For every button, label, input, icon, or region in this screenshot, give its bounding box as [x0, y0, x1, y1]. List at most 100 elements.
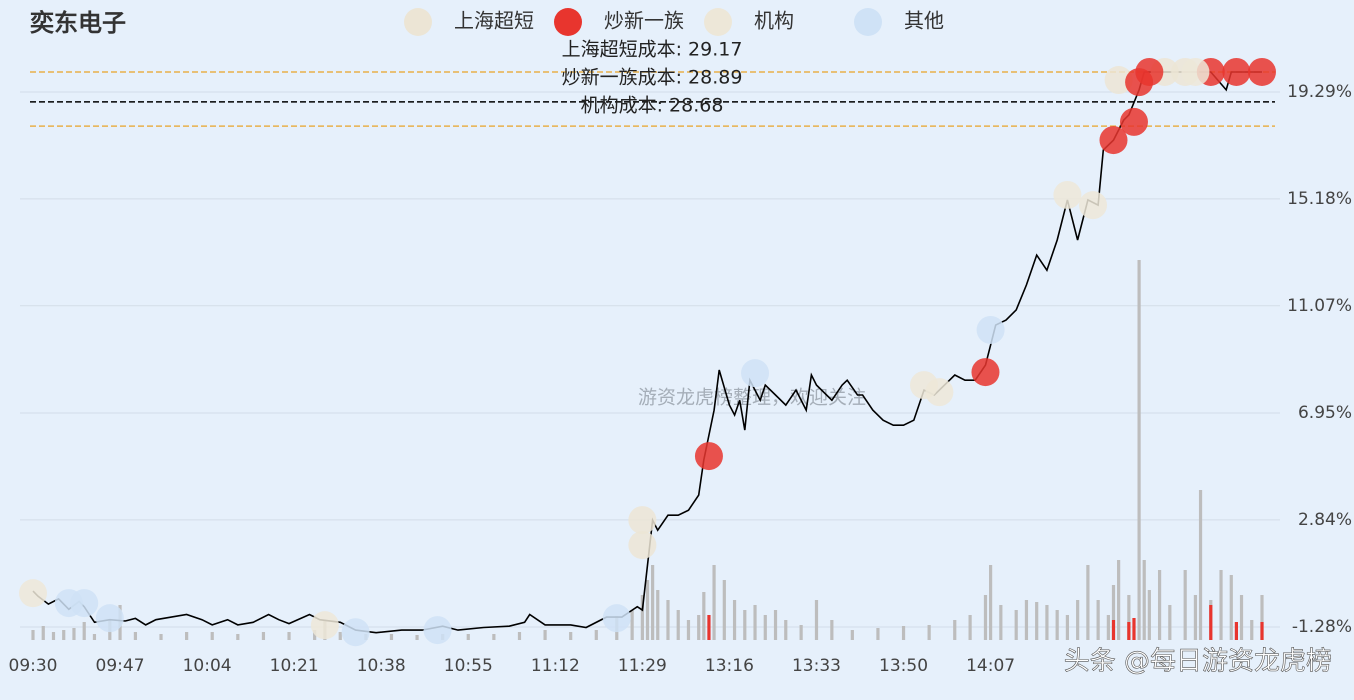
volume-bar [1147, 590, 1151, 640]
x-tick-label: 13:50 [879, 656, 928, 676]
volume-bar [543, 630, 547, 640]
y-tick-label: 2.84% [1298, 510, 1352, 530]
x-tick-label: 10:55 [444, 656, 493, 676]
volume-bar [517, 632, 522, 640]
volume-bar [1260, 622, 1264, 640]
volume-bar [261, 632, 266, 640]
volume-bar [753, 605, 757, 640]
trade-dot [1099, 126, 1128, 155]
trade-dot [1248, 57, 1276, 86]
x-tick-label: 13:33 [792, 656, 841, 676]
volume-bar [1142, 560, 1146, 640]
volume-bar [968, 615, 972, 640]
volume-bar [236, 634, 240, 640]
volume-bar [1045, 605, 1049, 640]
x-tick-label: 13:16 [705, 656, 754, 676]
volume-bar [1193, 595, 1198, 640]
trade-dot [971, 358, 1000, 387]
x-tick-label: 14:07 [966, 656, 1015, 676]
legend-swatch [854, 8, 882, 36]
volume-bar [1111, 620, 1116, 640]
volume-bar [850, 630, 854, 640]
volume-bar [1137, 260, 1141, 640]
volume-bar [763, 615, 767, 640]
volume-bar [1157, 570, 1162, 640]
volume-bar [656, 590, 660, 640]
volume-bar [722, 580, 726, 640]
volume-bar [712, 565, 716, 640]
volume-bar [1024, 600, 1029, 640]
volume-bar [1168, 605, 1172, 640]
trade-dot [1135, 57, 1164, 86]
volume-bar [1086, 565, 1090, 640]
volume-bar [830, 620, 834, 640]
volume-bar [92, 634, 97, 640]
volume-bar [630, 610, 634, 640]
cost-label: 炒新一族成本: 28.89 [562, 67, 743, 89]
trade-dot [694, 442, 723, 471]
volume-bar [466, 634, 470, 640]
volume-bar [1096, 600, 1100, 640]
trade-dot [1104, 66, 1133, 95]
trade-dot [741, 359, 770, 388]
volume-bar [1076, 600, 1080, 640]
volume-bar [640, 595, 644, 640]
chart-title: 奕东电子 [30, 9, 126, 37]
volume-bar [41, 626, 45, 640]
x-tick-label: 10:38 [357, 656, 406, 676]
volume-bar [1111, 585, 1116, 640]
legend-swatch [404, 8, 432, 36]
volume-bar [185, 632, 189, 640]
trade-dot [341, 618, 370, 647]
trade-dot [1181, 57, 1210, 86]
volume-bar [732, 600, 737, 640]
volume-bar [1117, 560, 1121, 640]
volume-bar [901, 626, 906, 640]
cost-label: 机构成本: 28.68 [581, 95, 724, 117]
volume-bar [702, 592, 706, 640]
trade-dot [1053, 180, 1082, 209]
watermark: 游资龙虎榜整理，欢迎关注 [638, 387, 866, 409]
legend-swatch [554, 8, 582, 36]
volume-bar [1260, 595, 1264, 640]
volume-bar [159, 634, 163, 640]
volume-bar [876, 628, 880, 640]
y-tick-label: -1.28% [1292, 617, 1352, 637]
trade-dot [19, 579, 47, 608]
volume-bar [707, 615, 711, 640]
volume-bar [799, 625, 803, 640]
trade-dot [1119, 107, 1148, 136]
trade-dot [70, 589, 99, 618]
volume-bar [287, 632, 291, 640]
legend-label: 炒新一族 [604, 9, 684, 33]
volume-bar [1127, 622, 1131, 640]
trade-dot [423, 616, 452, 645]
volume-bar [983, 595, 988, 640]
volume-bar [1014, 610, 1018, 640]
volume-bar [133, 632, 138, 640]
volume-bar [1229, 575, 1233, 640]
volume-bar [784, 620, 788, 640]
volume-bar [389, 634, 394, 640]
volume-bar [1239, 595, 1244, 640]
volume-bar [651, 565, 655, 640]
volume-bar [1055, 610, 1059, 640]
volume-bar [313, 630, 317, 640]
volume-bar [773, 610, 778, 640]
legend-label: 其他 [904, 9, 944, 33]
trade-dot [976, 315, 1005, 344]
volume-bar [686, 620, 691, 640]
volume-bar [1127, 595, 1131, 640]
x-tick-label: 09:47 [96, 656, 145, 676]
cost-label: 上海超短成本: 29.17 [562, 39, 743, 61]
volume-bar [1209, 605, 1213, 640]
trade-dot [310, 611, 339, 640]
volume-bar [210, 632, 214, 640]
volume-bar [51, 632, 56, 640]
trade-dot [602, 604, 631, 633]
volume-bar [594, 630, 598, 640]
volume-bar [814, 600, 819, 640]
volume-bar [953, 620, 957, 640]
x-tick-label: 11:12 [531, 656, 580, 676]
